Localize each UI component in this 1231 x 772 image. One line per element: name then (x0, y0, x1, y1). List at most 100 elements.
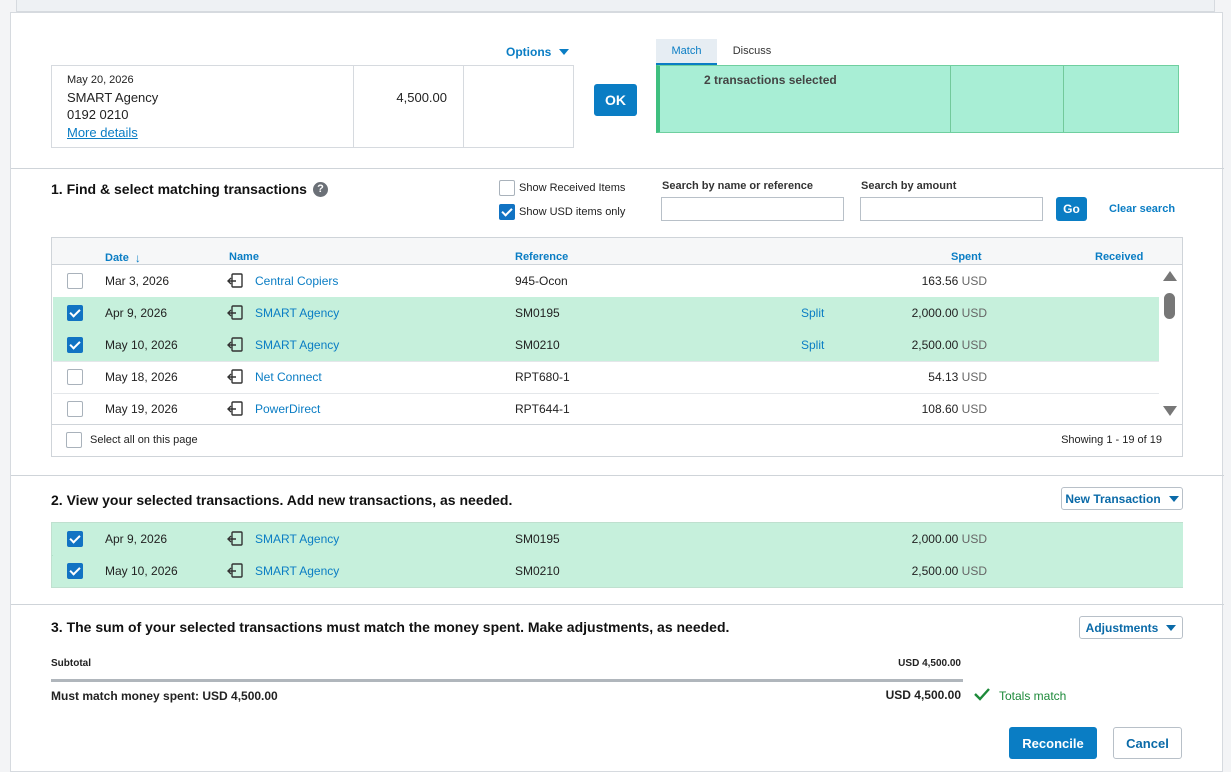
row-checkbox[interactable] (67, 401, 83, 417)
row-date: Apr 9, 2026 (105, 306, 168, 320)
table-row[interactable]: Mar 3, 2026 Central Copiers 945-Ocon 163… (53, 265, 1159, 297)
tab-discuss-label: Discuss (732, 45, 772, 57)
total-value: USD 4,500.00 (885, 688, 961, 702)
row-name-link[interactable]: SMART Agency (255, 306, 340, 320)
statement-date: May 20, 2026 (67, 74, 134, 86)
transaction-transfer-icon (227, 272, 245, 292)
transaction-transfer-icon (227, 530, 245, 550)
reconcile-panel: Options May 20, 2026 SMART Agency 0192 0… (10, 12, 1224, 772)
col-date-label: Date (105, 252, 129, 264)
section3-title: 3. The sum of your selected transactions… (51, 619, 730, 635)
subtotal-label: Subtotal (51, 658, 91, 669)
selected-summary: 2 transactions selected (704, 73, 837, 87)
section1-title: 1. Find & select matching transactions ? (51, 181, 328, 197)
more-details-link[interactable]: More details (67, 125, 138, 140)
selected-transactions-table: Apr 9, 2026 SMART Agency SM0195 2,000.00… (51, 522, 1183, 588)
match-summary-bar: 2 transactions selected (656, 65, 1179, 133)
row-checkbox[interactable] (67, 273, 83, 289)
row-date: May 18, 2026 (105, 370, 178, 384)
search-amount-input[interactable] (860, 197, 1043, 221)
showing-count: Showing 1 - 19 of 19 (1061, 434, 1162, 446)
totals-match-status: Totals match (973, 686, 1066, 705)
row-name-link[interactable]: SMART Agency (255, 564, 340, 578)
transactions-table: Date ↓ Name Reference Spent Received Mar… (51, 237, 1183, 457)
row-name-link[interactable]: SMART Agency (255, 532, 340, 546)
select-all-checkbox[interactable] (66, 432, 82, 448)
col-received-header[interactable]: Received (1095, 251, 1144, 263)
go-button[interactable]: Go (1056, 197, 1087, 221)
transaction-transfer-icon (227, 336, 245, 356)
tab-match-label: Match (671, 45, 702, 57)
tab-match[interactable]: Match (656, 39, 717, 65)
row-reference: SM0210 (515, 564, 560, 578)
section2-title: 2. View your selected transactions. Add … (51, 492, 513, 508)
row-reference: SM0210 (515, 338, 560, 352)
chevron-down-icon (559, 49, 570, 55)
tab-discuss[interactable]: Discuss (717, 39, 787, 65)
table-row[interactable]: May 10, 2026 SMART Agency SM0210 Split 2… (53, 329, 1159, 361)
new-transaction-label: New Transaction (1065, 491, 1161, 506)
show-usd-label: Show USD items only (519, 206, 626, 218)
totals-divider (51, 679, 963, 682)
row-name-link[interactable]: Central Copiers (255, 274, 339, 288)
arrow-down-icon: ↓ (134, 251, 141, 265)
scroll-thumb[interactable] (1164, 293, 1175, 319)
col-spent-header[interactable]: Spent (951, 251, 982, 263)
transaction-transfer-icon (227, 562, 245, 582)
show-received-checkbox[interactable] (499, 180, 515, 196)
options-dropdown[interactable]: Options (506, 45, 570, 59)
table-header: Date ↓ Name Reference Spent Received (52, 238, 1182, 265)
new-transaction-dropdown[interactable]: New Transaction (1061, 487, 1183, 510)
selected-row[interactable]: Apr 9, 2026 SMART Agency SM0195 2,000.00… (53, 523, 1183, 555)
row-name-link[interactable]: Net Connect (255, 370, 322, 384)
question-circle-icon[interactable]: ? (312, 181, 328, 197)
col-date-header[interactable]: Date ↓ (105, 251, 141, 265)
totals-match-label: Totals match (999, 688, 1067, 703)
row-date: May 10, 2026 (105, 564, 178, 578)
row-spent: 2,000.00 USD (911, 532, 987, 546)
row-checkbox[interactable] (67, 369, 83, 385)
row-spent: 2,500.00 USD (911, 564, 987, 578)
row-checkbox[interactable] (67, 337, 83, 353)
checkmark-icon (973, 686, 991, 705)
table-scrollbar[interactable] (1160, 266, 1180, 423)
transaction-transfer-icon (227, 304, 245, 324)
statement-reference: 0192 0210 (67, 107, 129, 122)
clear-search-link[interactable]: Clear search (1109, 203, 1176, 215)
ok-button[interactable]: OK (594, 84, 637, 116)
adjustments-dropdown[interactable]: Adjustments (1079, 616, 1183, 639)
row-checkbox[interactable] (67, 305, 83, 321)
col-reference-header[interactable]: Reference (515, 251, 569, 263)
chevron-down-icon (1166, 624, 1177, 631)
row-spent: 2,000.00 USD (911, 306, 987, 320)
row-checkbox[interactable] (67, 563, 83, 579)
row-name-link[interactable]: SMART Agency (255, 338, 340, 352)
row-date: May 19, 2026 (105, 402, 178, 416)
row-name-link[interactable]: PowerDirect (255, 402, 321, 416)
select-all-label: Select all on this page (90, 434, 198, 446)
show-usd-checkbox[interactable] (499, 204, 515, 220)
selected-row[interactable]: May 10, 2026 SMART Agency SM0210 2,500.0… (53, 555, 1183, 587)
row-date: May 10, 2026 (105, 338, 178, 352)
transaction-transfer-icon (227, 368, 245, 388)
must-match-label: Must match money spent: USD 4,500.00 (51, 689, 278, 703)
col-name-header[interactable]: Name (229, 251, 259, 263)
scroll-up-arrow-icon[interactable] (1163, 271, 1177, 281)
table-row[interactable]: May 18, 2026 Net Connect RPT680-1 54.13 … (53, 361, 1159, 393)
search-name-input[interactable] (661, 197, 844, 221)
top-bar (16, 0, 1215, 12)
chevron-down-icon (1168, 495, 1179, 502)
table-row[interactable]: May 19, 2026 PowerDirect RPT644-1 108.60… (53, 393, 1159, 425)
split-link[interactable]: Split (801, 338, 825, 352)
adjustments-label: Adjustments (1085, 620, 1159, 635)
row-checkbox[interactable] (67, 531, 83, 547)
table-row[interactable]: Apr 9, 2026 SMART Agency SM0195 Split 2,… (53, 297, 1159, 329)
reconcile-button[interactable]: Reconcile (1009, 727, 1097, 759)
row-reference: RPT680-1 (515, 370, 570, 384)
transaction-transfer-icon (227, 400, 245, 420)
search-amount-label: Search by amount (861, 180, 957, 192)
scroll-down-arrow-icon[interactable] (1163, 406, 1177, 416)
subtotal-value: USD 4,500.00 (898, 658, 961, 669)
cancel-button[interactable]: Cancel (1113, 727, 1182, 759)
split-link[interactable]: Split (801, 306, 825, 320)
